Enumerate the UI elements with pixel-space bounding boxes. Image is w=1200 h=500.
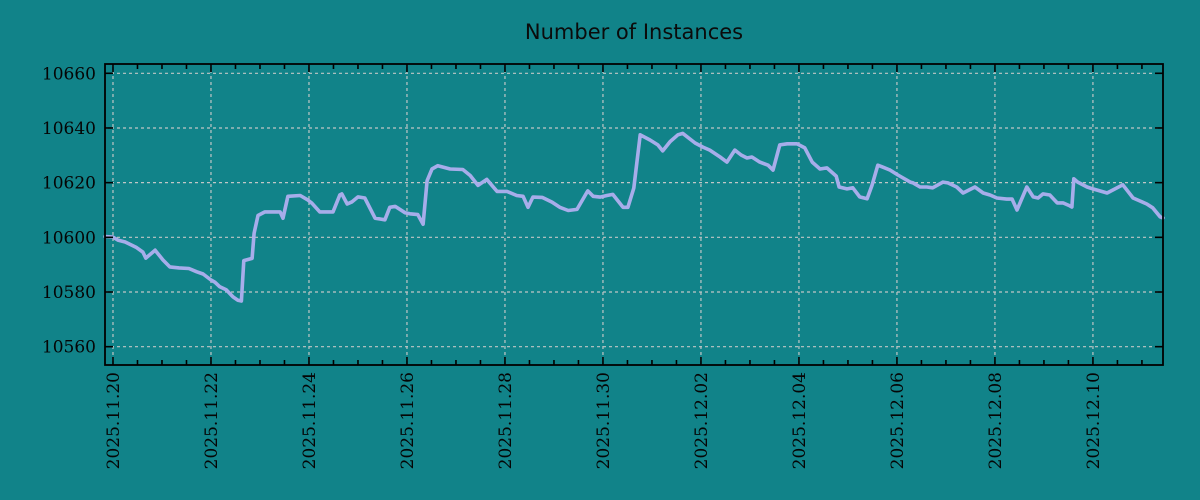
axes <box>104 63 1164 366</box>
x-tick-label: 2025.12.02 <box>692 372 712 469</box>
x-tick-label: 2025.11.30 <box>594 372 614 469</box>
y-axis-tick-labels: 10560 10580 10600 10620 10640 10660 <box>42 64 96 357</box>
x-tick-label: 2025.11.22 <box>202 372 222 469</box>
x-tick-label: 2025.11.24 <box>300 372 320 469</box>
y-tick-label: 10580 <box>42 283 96 303</box>
y-tick-label: 10660 <box>42 64 96 84</box>
x-tick-label: 2025.11.20 <box>104 372 124 469</box>
series-instances <box>103 131 1165 303</box>
x-tick-label: 2025.12.08 <box>986 372 1006 469</box>
y-tick-label: 10620 <box>42 174 96 194</box>
y-tick-label: 10560 <box>42 338 96 358</box>
x-tick-label: 2025.12.04 <box>790 372 810 469</box>
series-line <box>103 131 1165 303</box>
chart-title: Number of Instances <box>525 20 743 44</box>
x-axis-tick-labels: 2025.11.20 2025.11.22 2025.11.24 2025.11.26… <box>104 372 1104 469</box>
y-tick-label: 10600 <box>42 228 96 248</box>
x-tick-label: 2025.12.06 <box>888 372 908 469</box>
x-tick-label: 2025.12.10 <box>1084 372 1104 469</box>
x-tick-label: 2025.11.26 <box>398 372 418 469</box>
plot-border <box>104 63 1164 366</box>
y-tick-label: 10640 <box>42 119 96 139</box>
x-tick-label: 2025.11.28 <box>496 372 516 469</box>
